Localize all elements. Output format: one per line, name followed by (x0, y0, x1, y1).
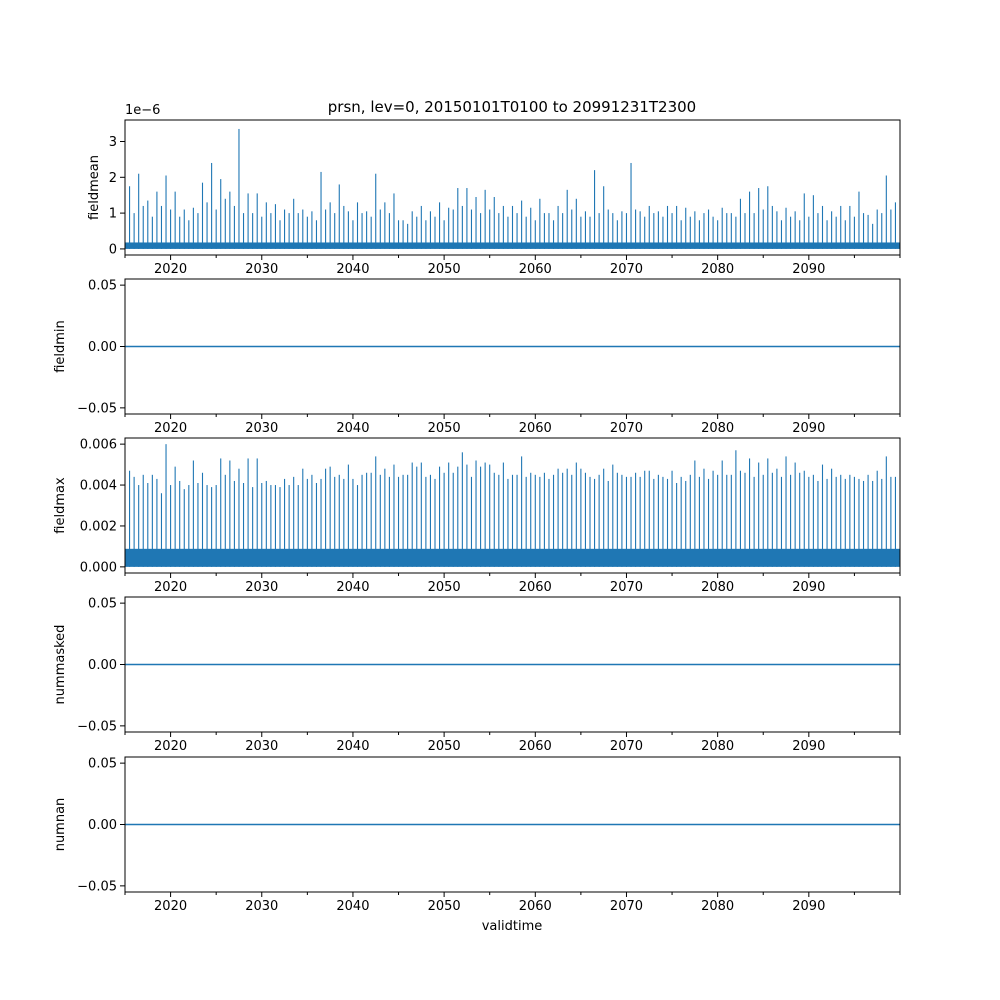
y-tick-label: 0.05 (88, 279, 117, 294)
fieldmean-series (125, 128, 900, 249)
y-offset-text: 1e−6 (125, 103, 160, 118)
y-tick-label: 3 (109, 135, 117, 150)
x-tick-label: 2060 (519, 899, 552, 914)
y-tick-label: −0.05 (77, 879, 117, 894)
y-tick-label: 0.05 (88, 597, 117, 612)
y-tick-label: 0.00 (88, 658, 117, 673)
x-tick-label: 2020 (154, 421, 187, 436)
y-tick-label: 0.00 (88, 818, 117, 833)
x-tick-label: 2080 (701, 262, 734, 277)
y-tick-label: 0.00 (88, 340, 117, 355)
x-tick-label: 2030 (245, 739, 278, 754)
panel-fieldmax: 2020 2030 2040 2050 2060 2070 2080 2090 0.000 0.0… (53, 437, 901, 595)
x-tick-label: 2040 (336, 421, 369, 436)
y-tick-label: −0.05 (77, 719, 117, 734)
x-tick-label: 2060 (519, 739, 552, 754)
x-tick-label: 2070 (610, 739, 643, 754)
y-tick-label: 0.000 (80, 560, 117, 575)
fieldmax-y-axis-label: fieldmax (53, 477, 68, 534)
x-tick-label: 2030 (245, 262, 278, 277)
subplots: 2020 2030 2040 2050 2060 2070 2080 2090 0 1 2 3 fiel… (53, 103, 901, 914)
fieldmin-y-axis-label: fieldmin (53, 320, 68, 373)
x-tick-label: 2050 (428, 421, 461, 436)
panel-numnan: 2020 2030 2040 2050 2060 2070 2080 2090 −0.05 0.0… (53, 756, 901, 914)
fieldmax-axes-frame (124, 437, 901, 574)
y-tick-label: 0.05 (88, 757, 117, 772)
x-tick-label: 2080 (701, 739, 734, 754)
fieldmean-axes-frame (124, 119, 901, 256)
x-tick-label: 2050 (428, 262, 461, 277)
x-tick-label: 2070 (610, 262, 643, 277)
y-tick-label: 0 (109, 242, 117, 257)
nummasked-y-axis-label: nummasked (53, 625, 68, 705)
y-tick-label: 0.002 (80, 519, 117, 534)
x-tick-label: 2020 (154, 262, 187, 277)
x-tick-label: 2050 (428, 580, 461, 595)
x-tick-label: 2030 (245, 580, 278, 595)
fieldmean-y-axis-label: fieldmean (87, 155, 102, 220)
x-tick-label: 2030 (245, 421, 278, 436)
x-tick-label: 2070 (610, 899, 643, 914)
x-tick-label: 2070 (610, 580, 643, 595)
x-tick-label: 2020 (154, 580, 187, 595)
x-tick-label: 2040 (336, 580, 369, 595)
x-tick-label: 2090 (792, 262, 825, 277)
x-axis-label: validtime (482, 919, 543, 934)
y-tick-label: 0.006 (80, 438, 117, 453)
x-tick-label: 2060 (519, 262, 552, 277)
x-tick-label: 2060 (519, 421, 552, 436)
x-tick-label: 2080 (701, 899, 734, 914)
fieldmax-series (125, 444, 900, 567)
x-tick-label: 2040 (336, 899, 369, 914)
y-tick-label: 1 (109, 207, 117, 222)
x-tick-label: 2070 (610, 421, 643, 436)
x-tick-label: 2080 (701, 580, 734, 595)
y-tick-label: 0.004 (80, 479, 117, 494)
x-tick-label: 2090 (792, 899, 825, 914)
panel-fieldmean: 2020 2030 2040 2050 2060 2070 2080 2090 0 1 2 3 fiel… (87, 103, 901, 277)
fieldmax-floor-fill (125, 548, 900, 567)
x-tick-label: 2090 (792, 421, 825, 436)
x-tick-label: 2080 (701, 421, 734, 436)
x-tick-label: 2090 (792, 739, 825, 754)
panel-nummasked: 2020 2030 2040 2050 2060 2070 2080 2090 −0.05 0.0… (53, 596, 901, 754)
y-tick-label: −0.05 (77, 401, 117, 416)
x-tick-label: 2090 (792, 580, 825, 595)
x-tick-label: 2060 (519, 580, 552, 595)
panel-fieldmin: 2020 2030 2040 2050 2060 2070 2080 2090 −0.05 0.0… (53, 278, 901, 436)
x-tick-label: 2020 (154, 899, 187, 914)
x-tick-label: 2050 (428, 899, 461, 914)
chart-title: prsn, lev=0, 20150101T0100 to 20991231T2… (328, 98, 696, 116)
x-tick-label: 2020 (154, 739, 187, 754)
x-tick-label: 2050 (428, 739, 461, 754)
x-tick-label: 2040 (336, 739, 369, 754)
x-tick-label: 2030 (245, 899, 278, 914)
y-tick-label: 2 (109, 171, 117, 186)
fieldmean-floor-fill (125, 242, 900, 249)
x-tick-label: 2040 (336, 262, 369, 277)
numnan-y-axis-label: numnan (53, 798, 68, 852)
